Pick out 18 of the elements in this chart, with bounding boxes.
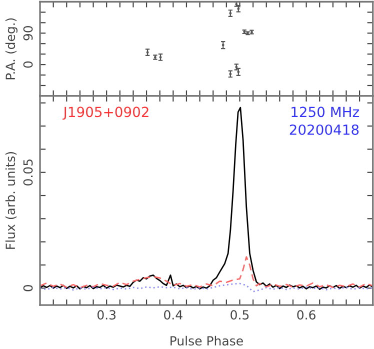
line-series	[40, 282, 373, 292]
annotation: J1905+0902	[62, 106, 148, 120]
line-series	[40, 256, 373, 288]
y-tick-label: 0	[23, 61, 33, 68]
annotation: 1250 MHz	[292, 106, 359, 118]
x-tick-label: 0.4	[164, 310, 182, 320]
y-tick-label: 0.05	[23, 160, 33, 186]
x-tick-label: 0.6	[297, 310, 316, 320]
y-tick-label: 90	[23, 26, 33, 40]
x-tick-label: 0.5	[230, 310, 249, 320]
line-series	[40, 106, 373, 290]
y-axis-title: Flux (arb. units)	[5, 152, 17, 249]
x-axis-title: Pulse Phase	[170, 336, 243, 346]
x-tick-label: 0.3	[97, 310, 116, 320]
point	[237, 70, 240, 74]
annotation: 20200418	[290, 124, 359, 135]
y-axis-title: P.A. (deg.)	[5, 18, 18, 80]
y-tick-label: 0	[23, 284, 33, 292]
